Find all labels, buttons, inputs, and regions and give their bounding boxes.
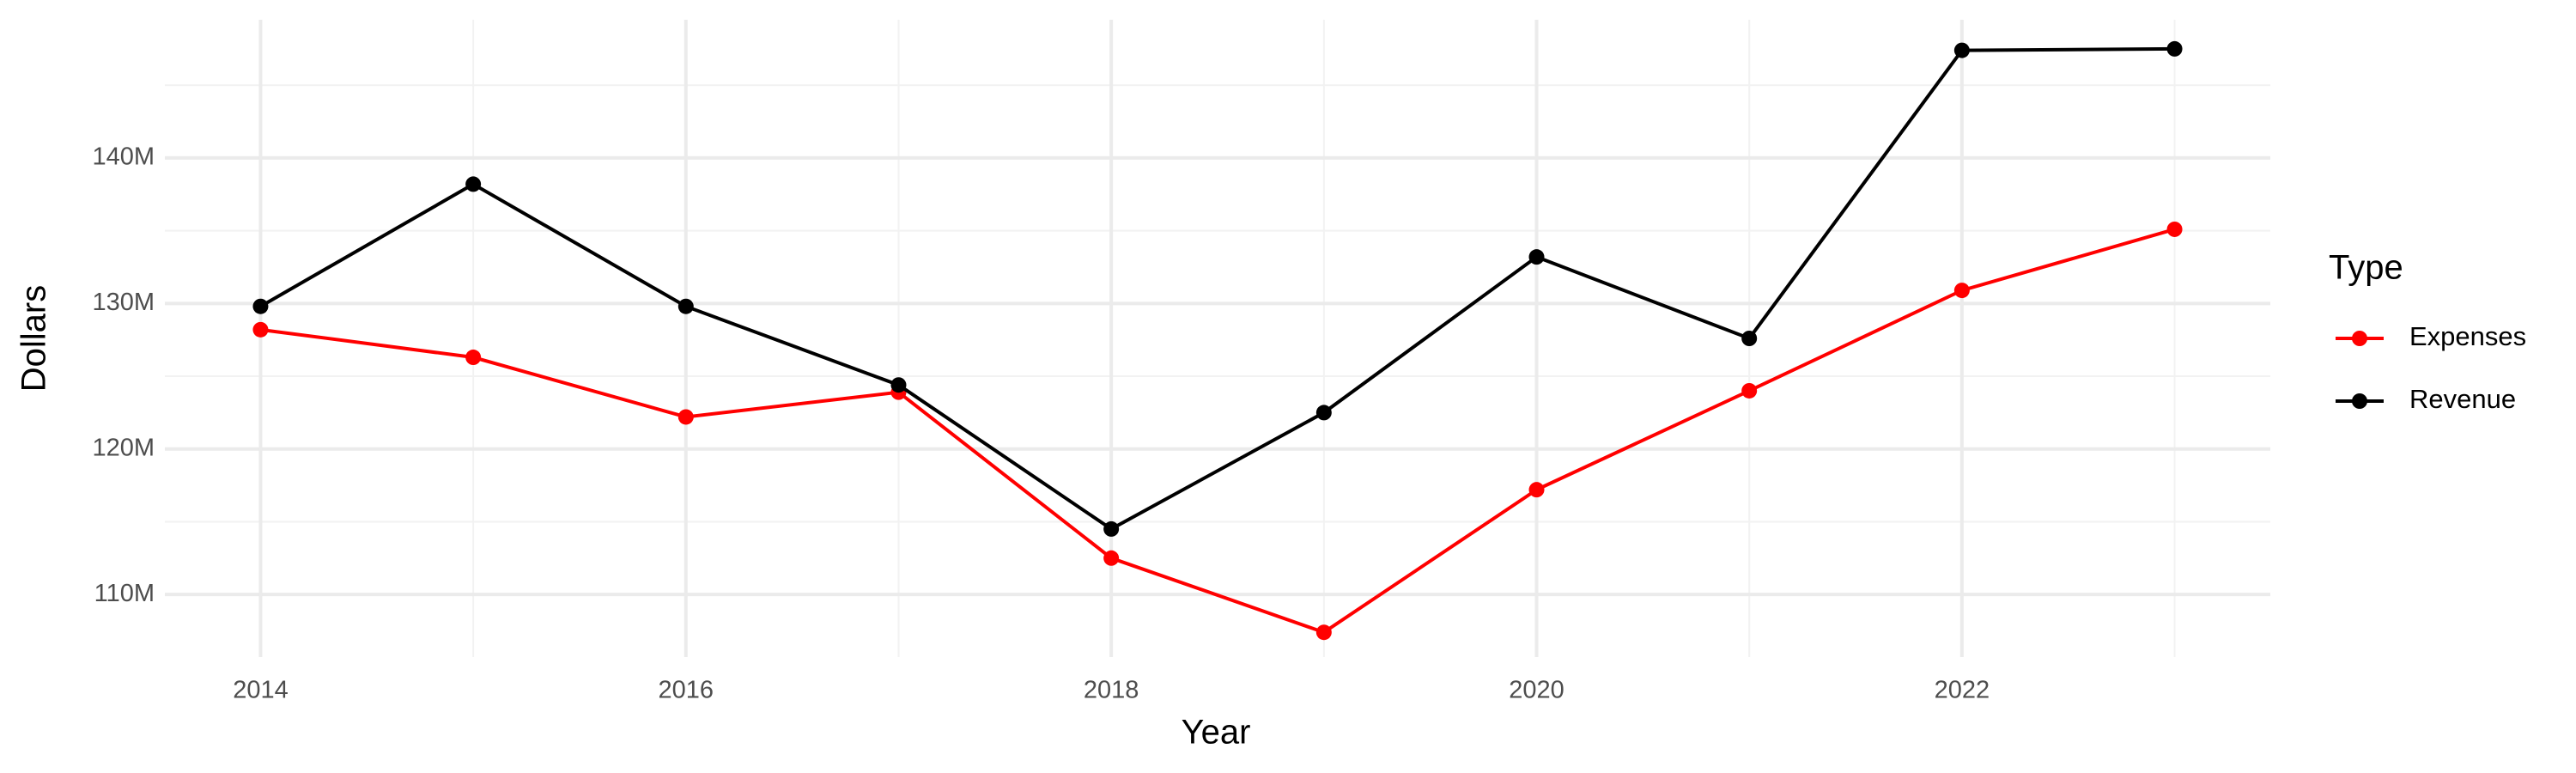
- legend-key-point: [2352, 331, 2367, 346]
- x-tick-label: 2016: [659, 677, 714, 704]
- legend-key-point: [2352, 393, 2367, 409]
- data-point: [1528, 249, 1545, 265]
- y-tick-label: 130M: [92, 289, 155, 316]
- series-line: [260, 228, 2176, 635]
- data-point: [1741, 382, 1758, 399]
- series-line: [259, 46, 2175, 532]
- data-point: [252, 298, 269, 314]
- x-tick-label: 2014: [233, 677, 289, 704]
- plot-marks: [252, 40, 2183, 641]
- data-point: [1528, 482, 1545, 498]
- data-point: [1741, 331, 1758, 346]
- x-axis-title: Year: [1182, 714, 1251, 752]
- data-point: [1315, 624, 1332, 641]
- data-point: [465, 350, 482, 366]
- data-point: [890, 377, 907, 393]
- x-tick-label: 2022: [1935, 677, 1990, 704]
- data-point: [1953, 283, 1970, 299]
- y-tick-label: 110M: [94, 580, 155, 607]
- legend-label: Revenue: [2409, 384, 2516, 414]
- y-axis-title: Dollars: [15, 285, 53, 392]
- data-point: [1953, 42, 1970, 58]
- data-point: [1315, 405, 1332, 421]
- data-point: [2166, 221, 2183, 237]
- data-point: [465, 176, 482, 192]
- y-tick-label: 140M: [92, 143, 155, 171]
- legend-label: Expenses: [2409, 321, 2526, 351]
- y-tick-label: 120M: [92, 434, 155, 461]
- data-point: [1103, 520, 1120, 537]
- data-point: [677, 298, 694, 314]
- data-point: [1103, 550, 1120, 566]
- data-point: [2166, 40, 2183, 57]
- data-point: [677, 409, 694, 425]
- x-tick-label: 2020: [1509, 677, 1564, 704]
- grid: [165, 20, 2270, 657]
- legend-title: Type: [2329, 249, 2403, 287]
- x-tick-label: 2018: [1084, 677, 1139, 704]
- data-point: [252, 321, 269, 338]
